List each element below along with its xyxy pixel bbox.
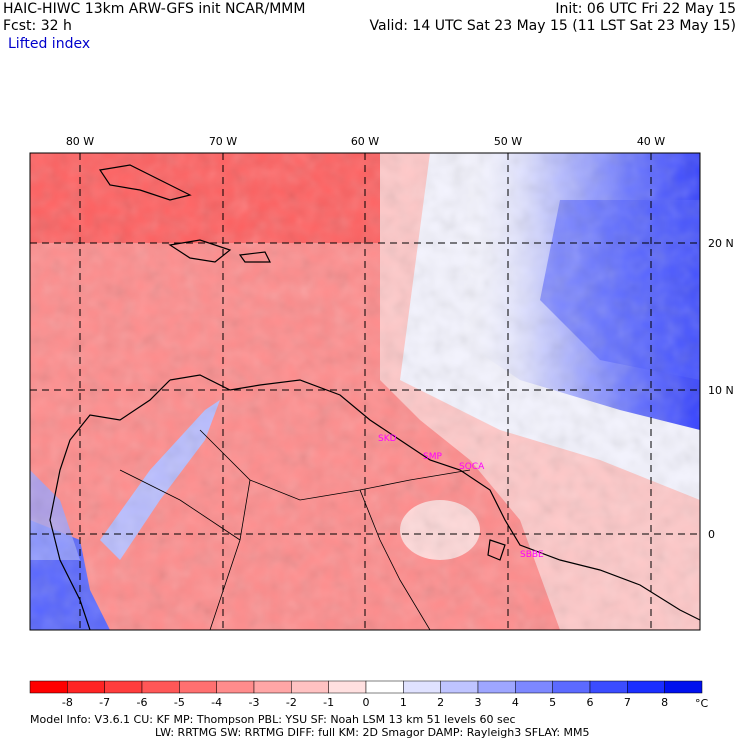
colorbar-swatch xyxy=(403,680,441,694)
lon-label-80w: 80 W xyxy=(66,135,94,148)
colorbar-tick-label: 2 xyxy=(437,696,445,709)
colorbar-swatch xyxy=(104,680,143,694)
colorbar xyxy=(29,680,703,694)
colorbar-swatch xyxy=(664,680,703,694)
colorbar-tick-label: 7 xyxy=(623,696,631,709)
colorbar-swatch xyxy=(291,680,329,694)
graticule xyxy=(30,153,700,630)
station-sbbe: SBBE xyxy=(520,550,544,560)
country-borders xyxy=(119,429,471,630)
lat-label-10n: 10 N xyxy=(708,384,734,397)
lon-label-60w: 60 W xyxy=(351,135,379,148)
forecast-hour: Fcst: 32 h xyxy=(3,18,72,34)
lat-label-20n: 20 N xyxy=(708,237,734,250)
valid-time: Valid: 14 UTC Sat 23 May 15 (11 LST Sat … xyxy=(369,18,736,34)
station-smp: SMP xyxy=(423,452,442,462)
colorbar-swatch xyxy=(67,680,105,694)
lon-label-50w: 50 W xyxy=(494,135,522,148)
lat-label-0: 0 xyxy=(708,528,715,541)
colorbar-tick-label: -2 xyxy=(285,696,297,709)
colorbar-swatch xyxy=(29,680,68,694)
colorbar-tick-label: -1 xyxy=(323,696,335,709)
colorbar-tick-label: 0 xyxy=(362,696,370,709)
colorbar-swatch xyxy=(589,680,628,694)
colorbar-swatch xyxy=(365,680,404,694)
colorbar-tick-label: -7 xyxy=(99,696,111,709)
colorbar-tick-label: 8 xyxy=(661,696,669,709)
lon-label-40w: 40 W xyxy=(637,135,665,148)
map-frame xyxy=(29,152,701,631)
colorbar-swatch xyxy=(515,680,553,694)
model-info-line1: Model Info: V3.6.1 CU: KF MP: Thompson P… xyxy=(30,713,516,726)
colorbar-tick-label: 5 xyxy=(549,696,557,709)
colorbar-swatch xyxy=(179,680,217,694)
colorbar-swatch xyxy=(141,680,180,694)
texture-overlay xyxy=(30,153,700,630)
colorbar-unit: °C xyxy=(695,697,709,710)
colorbar-tick-label: -8 xyxy=(61,696,73,709)
colorbar-tick-label: 3 xyxy=(474,696,482,709)
colorbar-swatch xyxy=(440,680,479,694)
station-skd: SKD xyxy=(378,434,397,444)
model-info-line2: LW: RRTMG SW: RRTMG DIFF: full KM: 2D Sm… xyxy=(155,726,590,739)
colorbar-swatch xyxy=(253,680,292,694)
colorbar-swatch xyxy=(216,680,255,694)
colorbar-tick-label: -4 xyxy=(211,696,223,709)
field-name: Lifted index xyxy=(8,36,91,52)
colorbar-swatch xyxy=(477,680,516,694)
colorbar-tick-label: -3 xyxy=(248,696,260,709)
colorbar-tick-label: 4 xyxy=(511,696,519,709)
model-title: HAIC-HIWC 13km ARW-GFS init NCAR/MMM xyxy=(3,1,306,17)
init-time: Init: 06 UTC Fri 22 May 15 xyxy=(555,1,736,17)
station-soca: SOCA xyxy=(459,462,485,472)
colorbar-tick-label: 1 xyxy=(399,696,407,709)
colorbar-swatch xyxy=(552,680,591,694)
colorbar-tick-label: -5 xyxy=(173,696,185,709)
colorbar-swatch xyxy=(328,680,367,694)
lon-label-70w: 70 W xyxy=(209,135,237,148)
colorbar-swatch xyxy=(627,680,665,694)
colorbar-tick-label: -6 xyxy=(136,696,148,709)
colorbar-tick-label: 6 xyxy=(586,696,594,709)
